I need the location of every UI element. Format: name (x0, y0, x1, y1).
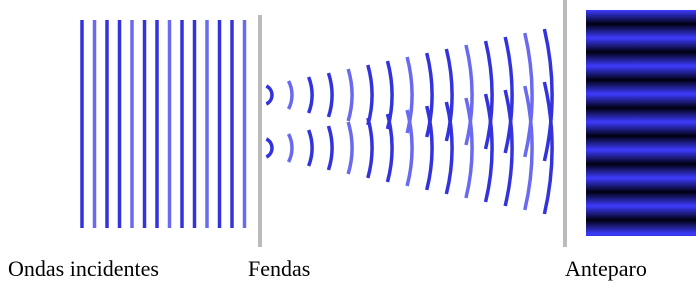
wavefront-arc (427, 106, 432, 190)
wavefront-arc (407, 110, 412, 186)
screen-line (563, 0, 567, 247)
slits-label: Fendas (248, 256, 310, 281)
wavefront-arc (289, 81, 292, 109)
wavefront-arc (309, 77, 312, 113)
fringe (586, 52, 696, 80)
wavefront-arc (309, 130, 312, 166)
wavefront-arc (348, 69, 352, 121)
wavefront-arc (328, 73, 332, 117)
incident-label: Ondas incidentes (8, 256, 159, 281)
fringe (586, 80, 696, 108)
diffracted-waves (266, 29, 552, 214)
wavefront-arc (266, 139, 272, 157)
wavefront-arc (387, 114, 392, 182)
wavefront-arc (289, 134, 292, 162)
fringe (586, 24, 696, 52)
fringe (586, 220, 696, 248)
incident-waves (82, 20, 245, 228)
wavefront-arc (328, 126, 332, 170)
wavefront-arc (368, 118, 372, 178)
interference-pattern (586, 0, 696, 248)
screen-label: Anteparo (565, 256, 647, 281)
wavefront-arc (368, 65, 372, 125)
wavefront-arc (266, 86, 272, 104)
double-slit-diagram: Ondas incidentes Fendas Anteparo (0, 0, 696, 283)
fringe (586, 0, 696, 24)
fringe (586, 136, 696, 164)
fringe (586, 164, 696, 192)
slit-barrier (258, 15, 262, 247)
fringe (586, 108, 696, 136)
fringe (586, 192, 696, 220)
wavefront-arc (348, 122, 352, 174)
